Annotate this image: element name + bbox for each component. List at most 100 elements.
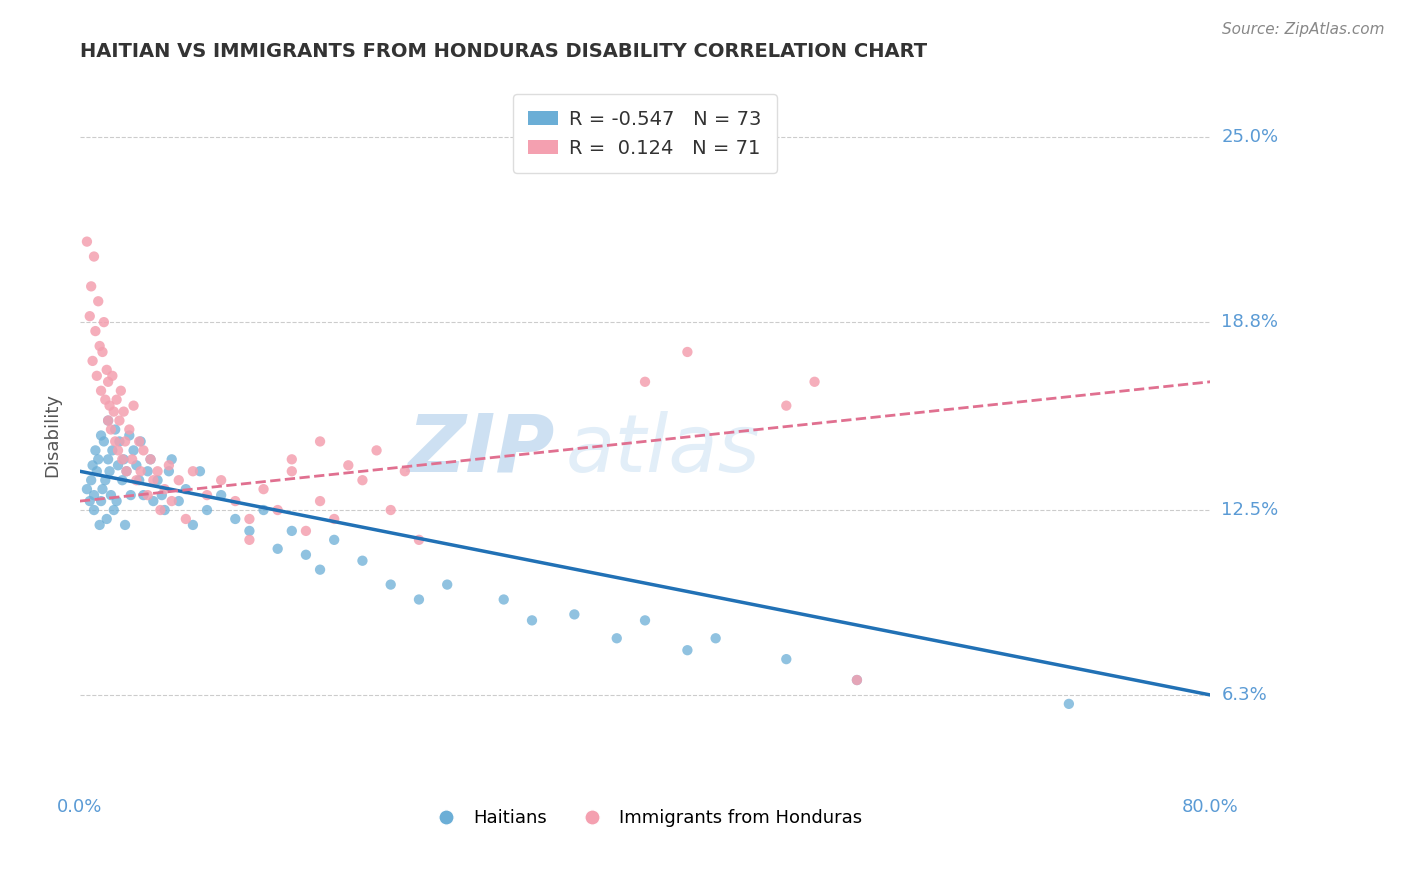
Point bbox=[114, 517, 136, 532]
Point bbox=[101, 443, 124, 458]
Point bbox=[150, 488, 173, 502]
Point bbox=[803, 375, 825, 389]
Point bbox=[160, 452, 183, 467]
Point bbox=[139, 452, 162, 467]
Point bbox=[107, 458, 129, 473]
Point bbox=[380, 577, 402, 591]
Point bbox=[100, 488, 122, 502]
Point bbox=[408, 533, 430, 547]
Point bbox=[146, 473, 169, 487]
Point bbox=[142, 473, 165, 487]
Point bbox=[295, 524, 318, 538]
Point bbox=[181, 464, 204, 478]
Point bbox=[436, 577, 458, 591]
Point bbox=[309, 494, 332, 508]
Point bbox=[104, 434, 127, 449]
Point bbox=[266, 503, 288, 517]
Point bbox=[167, 494, 190, 508]
Point bbox=[80, 279, 103, 293]
Point bbox=[352, 554, 374, 568]
Point bbox=[281, 452, 304, 467]
Point bbox=[91, 482, 114, 496]
Point bbox=[111, 452, 134, 467]
Point bbox=[125, 473, 148, 487]
Point bbox=[281, 524, 304, 538]
Point bbox=[93, 315, 115, 329]
Point bbox=[167, 473, 190, 487]
Point bbox=[90, 494, 112, 508]
Point bbox=[606, 632, 628, 646]
Point bbox=[195, 488, 218, 502]
Point bbox=[676, 643, 699, 657]
Point bbox=[157, 458, 180, 473]
Point bbox=[112, 404, 135, 418]
Text: HAITIAN VS IMMIGRANTS FROM HONDURAS DISABILITY CORRELATION CHART: HAITIAN VS IMMIGRANTS FROM HONDURAS DISA… bbox=[80, 42, 927, 61]
Point bbox=[80, 473, 103, 487]
Point bbox=[82, 458, 104, 473]
Point bbox=[174, 512, 197, 526]
Text: 18.8%: 18.8% bbox=[1222, 313, 1278, 331]
Point bbox=[122, 443, 145, 458]
Point bbox=[129, 464, 152, 478]
Point bbox=[153, 482, 176, 496]
Point bbox=[153, 503, 176, 517]
Point bbox=[83, 250, 105, 264]
Point bbox=[139, 452, 162, 467]
Point bbox=[115, 464, 138, 478]
Point bbox=[238, 512, 260, 526]
Point bbox=[634, 613, 657, 627]
Point bbox=[366, 443, 388, 458]
Point bbox=[309, 434, 332, 449]
Point bbox=[128, 434, 150, 449]
Point bbox=[121, 452, 143, 467]
Point bbox=[82, 354, 104, 368]
Point bbox=[142, 494, 165, 508]
Point bbox=[87, 294, 110, 309]
Point bbox=[266, 541, 288, 556]
Point bbox=[132, 488, 155, 502]
Point bbox=[136, 464, 159, 478]
Text: Source: ZipAtlas.com: Source: ZipAtlas.com bbox=[1222, 22, 1385, 37]
Point bbox=[174, 482, 197, 496]
Text: 6.3%: 6.3% bbox=[1222, 686, 1267, 704]
Point bbox=[775, 399, 797, 413]
Point bbox=[136, 488, 159, 502]
Point bbox=[87, 452, 110, 467]
Point bbox=[89, 517, 111, 532]
Point bbox=[101, 368, 124, 383]
Point bbox=[252, 482, 274, 496]
Point bbox=[181, 517, 204, 532]
Point bbox=[104, 423, 127, 437]
Point bbox=[132, 443, 155, 458]
Point bbox=[108, 413, 131, 427]
Point bbox=[96, 512, 118, 526]
Point bbox=[98, 464, 121, 478]
Point bbox=[91, 345, 114, 359]
Point bbox=[103, 404, 125, 418]
Point bbox=[775, 652, 797, 666]
Point bbox=[238, 533, 260, 547]
Point bbox=[94, 392, 117, 407]
Point bbox=[76, 235, 98, 249]
Point bbox=[83, 503, 105, 517]
Point bbox=[110, 384, 132, 398]
Point bbox=[323, 512, 346, 526]
Point bbox=[195, 503, 218, 517]
Point bbox=[97, 375, 120, 389]
Point bbox=[337, 458, 360, 473]
Point bbox=[94, 473, 117, 487]
Point bbox=[97, 452, 120, 467]
Point bbox=[118, 428, 141, 442]
Point bbox=[84, 443, 107, 458]
Point bbox=[323, 533, 346, 547]
Point bbox=[114, 434, 136, 449]
Point bbox=[146, 464, 169, 478]
Point bbox=[105, 494, 128, 508]
Legend: Haitians, Immigrants from Honduras: Haitians, Immigrants from Honduras bbox=[420, 802, 869, 834]
Point bbox=[845, 673, 868, 687]
Point bbox=[79, 309, 101, 323]
Point bbox=[492, 592, 515, 607]
Point bbox=[224, 512, 246, 526]
Point bbox=[120, 488, 142, 502]
Point bbox=[89, 339, 111, 353]
